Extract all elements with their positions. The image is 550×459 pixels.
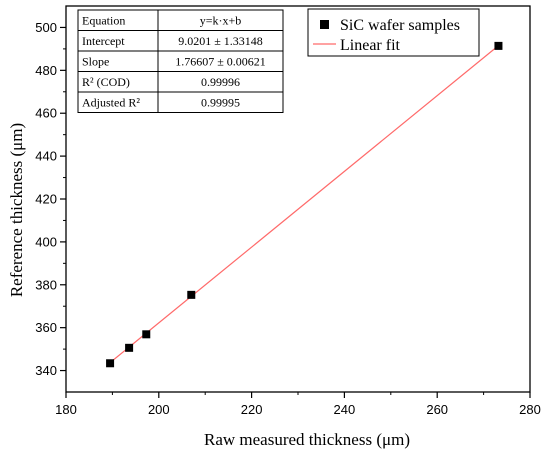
y-tick-label: 360 (35, 320, 57, 335)
data-point (142, 330, 151, 339)
data-point (187, 290, 196, 299)
stats-table-value: 0.99996 (201, 75, 240, 89)
y-tick-label: 380 (35, 277, 57, 292)
stats-table-border (77, 9, 284, 113)
stats-table-label: R² (COD) (82, 75, 130, 89)
legend-label-fit: Linear fit (340, 37, 401, 54)
y-tick-label: 400 (35, 234, 57, 249)
x-tick-label: 280 (519, 402, 541, 417)
x-axis-title: Raw measured thickness (μm) (204, 430, 410, 449)
y-tick-label: 340 (35, 363, 57, 378)
data-point (125, 343, 134, 352)
stats-table-value: 9.0201 ± 1.33148 (178, 34, 263, 48)
fit-line-layer (109, 45, 499, 364)
x-tick-label: 240 (334, 402, 356, 417)
stats-table-label: Slope (82, 55, 109, 69)
x-tick-label: 200 (148, 402, 170, 417)
x-tick-label: 260 (426, 402, 448, 417)
y-tick-label: 500 (35, 20, 57, 35)
x-tick-label: 180 (55, 402, 77, 417)
legend-label-samples: SiC wafer samples (340, 17, 460, 34)
data-point (106, 359, 115, 368)
stats-table-value: 1.76607 ± 0.00621 (175, 55, 266, 69)
stats-table-value: y=k·x+b (200, 14, 242, 28)
y-tick-label: 480 (35, 63, 57, 78)
stats-table-label: Intercept (82, 34, 125, 48)
y-axis-title: Reference thickness (μm) (7, 123, 26, 297)
legend-box (307, 8, 480, 57)
data-points-layer (106, 41, 503, 368)
stats-table-label: Equation (82, 14, 125, 28)
stats-table-value: 0.99995 (201, 96, 240, 110)
linear-fit-line (109, 45, 499, 364)
y-tick-label: 440 (35, 149, 57, 164)
y-axis-ticks: 340 360 380 400 420 440 460 480 500 (35, 20, 66, 378)
y-tick-label: 460 (35, 106, 57, 121)
stats-table: Equation y=k·x+b Intercept 9.0201 ± 1.33148… (77, 9, 284, 113)
data-point (494, 41, 503, 50)
legend: SiC wafer samples Linear fit (307, 8, 480, 57)
y-tick-label: 420 (35, 192, 57, 207)
x-axis-ticks: 180 200 220 240 260 280 (55, 392, 541, 417)
legend-marker-samples (320, 20, 329, 29)
stats-table-label: Adjusted R² (82, 96, 140, 110)
x-tick-label: 220 (241, 402, 263, 417)
